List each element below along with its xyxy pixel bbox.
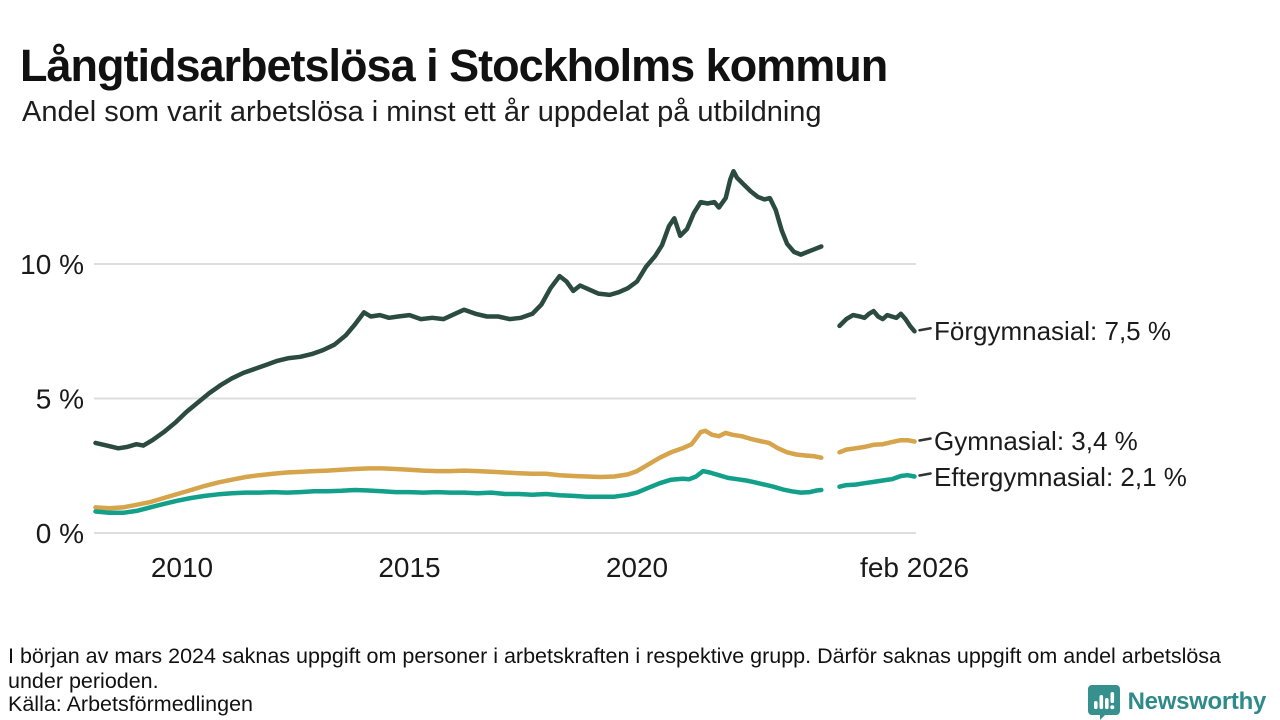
series-line-eftergymnasial <box>93 468 824 516</box>
series-line-förgymnasial <box>93 168 824 451</box>
x-tick-label: feb 2026 <box>860 552 969 583</box>
page-title: Långtidsarbetslösa i Stockholms kommun <box>20 40 888 92</box>
x-tick-label: 2020 <box>606 552 668 583</box>
data-gap-footnote: I början av mars 2024 saknas uppgift om … <box>8 643 1222 694</box>
label-leader-dash <box>918 327 932 332</box>
x-tick-label: 2015 <box>378 552 440 583</box>
newsworthy-logo-icon <box>1087 685 1120 720</box>
label-leader-dash <box>918 472 932 477</box>
source-credit: Källa: Arbetsförmedlingen <box>8 692 254 716</box>
series-line-gymnasial <box>93 428 824 511</box>
newsworthy-brand-name: Newsworthy <box>1127 688 1267 715</box>
newsworthy-brand: Newsworthy <box>1087 684 1266 720</box>
y-tick-label: 5 % <box>36 384 84 415</box>
label-leader-dash <box>918 437 932 442</box>
series-label-eftergymnasial: Eftergymnasial: 2,1 % <box>934 462 1187 492</box>
series-line-eftergymnasial <box>837 472 917 489</box>
series-label-forgymnasial: Förgymnasial: 7,5 % <box>934 316 1171 346</box>
series-label-gymnasial: Gymnasial: 3,4 % <box>934 426 1138 456</box>
series-line-gymnasial <box>837 437 917 455</box>
chart-subtitle: Andel som varit arbetslösa i minst ett å… <box>22 96 822 128</box>
series-line-förgymnasial <box>837 308 917 334</box>
y-tick-label: 0 % <box>36 518 84 549</box>
x-tick-label: 2010 <box>151 552 213 583</box>
y-tick-label: 10 % <box>20 249 84 280</box>
